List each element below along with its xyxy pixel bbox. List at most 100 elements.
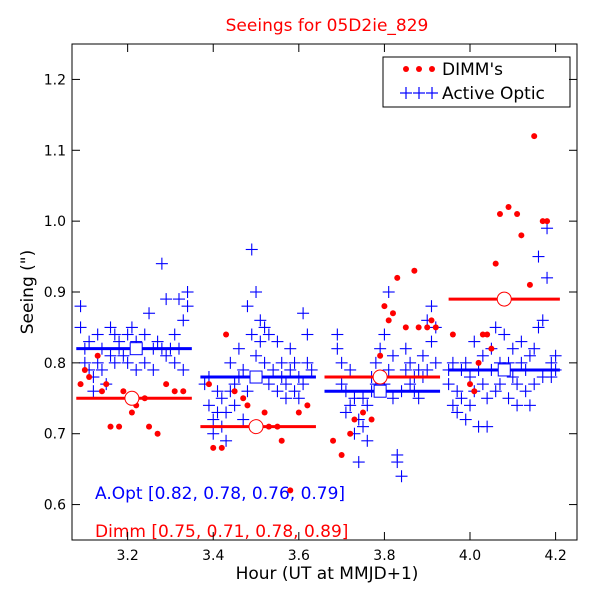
active-optic-point <box>262 328 275 341</box>
active-optic-point <box>108 356 121 369</box>
dimm-point <box>428 317 435 324</box>
active-optic-point <box>361 399 374 412</box>
active-optic-point <box>138 328 151 341</box>
y-tick-label: 0.8 <box>44 356 66 372</box>
active-optic-point <box>382 286 395 298</box>
active-optic-point <box>378 328 391 341</box>
annotation-dimm: Dimm [0.75, 0.71, 0.78, 0.89] <box>95 522 348 542</box>
active-optic-point <box>335 356 348 369</box>
active-optic-point <box>228 399 241 412</box>
dimm-point <box>496 211 503 218</box>
dimm-point <box>514 211 521 218</box>
x-tick-label: 3.2 <box>117 548 139 564</box>
dimm-point <box>351 416 358 423</box>
active-optic-point <box>528 342 541 355</box>
active-optic-point <box>416 349 429 362</box>
active-optic-point <box>288 385 301 398</box>
active-optic-point <box>361 434 374 447</box>
active-optic-point <box>532 250 545 263</box>
active-optic-point <box>404 378 417 391</box>
active-optic-point <box>250 286 263 298</box>
dimm-point <box>488 345 495 352</box>
dimm-point <box>128 409 135 416</box>
active-optic-point <box>498 328 511 341</box>
active-optic-point <box>335 378 348 391</box>
dimm-point <box>389 310 396 317</box>
active-optic-point <box>421 363 434 376</box>
active-optic-point <box>506 371 519 384</box>
dimm-point <box>432 324 439 331</box>
active-optic-point <box>258 321 271 334</box>
active-optic-point <box>91 328 104 341</box>
active-optic-point <box>545 371 558 384</box>
active-optic-mean-marker <box>497 363 511 377</box>
x-axis-label: Hour (UT at MMJD+1) <box>236 564 419 584</box>
active-optic-point <box>425 335 438 348</box>
dimm-point <box>146 423 153 430</box>
active-optic-point <box>515 335 528 348</box>
active-optic-point <box>130 363 143 376</box>
active-optic-point <box>160 293 173 306</box>
active-optic-point <box>237 363 250 376</box>
active-optic-point <box>254 335 267 348</box>
y-tick-label: 1.0 <box>44 214 66 230</box>
active-optic-point <box>220 406 233 419</box>
active-optic-point <box>344 363 357 376</box>
active-optic-point <box>95 363 108 376</box>
active-optic-point <box>177 363 190 376</box>
active-optic-point <box>536 314 549 327</box>
active-optic-point <box>468 335 481 348</box>
dimm-point <box>94 352 101 359</box>
active-optic-point <box>74 300 87 313</box>
active-optic-point <box>138 356 151 369</box>
active-optic-point <box>357 392 370 405</box>
active-optic-point <box>511 399 524 412</box>
active-optic-point <box>168 356 181 369</box>
active-optic-point <box>181 286 194 298</box>
dimm-point <box>330 437 337 444</box>
active-optic-point <box>489 321 502 334</box>
y-tick-label: 0.6 <box>44 498 66 514</box>
dimm-point <box>116 423 123 430</box>
active-optic-point <box>104 349 117 362</box>
active-optic-point <box>279 378 292 391</box>
active-optic-point <box>399 342 412 355</box>
legend: DIMM's Active Optic <box>382 56 571 108</box>
dimm-mean-marker <box>372 369 388 385</box>
plot-marks <box>74 133 562 494</box>
active-optic-point <box>121 328 134 341</box>
dimm-point <box>278 437 285 444</box>
active-optic-point <box>395 470 408 483</box>
active-optic-point <box>202 399 215 412</box>
active-optic-point <box>541 271 554 284</box>
active-optic-point <box>476 378 489 391</box>
dimm-point <box>385 317 392 324</box>
active-optic-point <box>481 420 494 433</box>
active-optic-point <box>331 328 344 341</box>
active-optic-point <box>451 406 464 419</box>
active-optic-mean-marker <box>249 370 263 384</box>
active-optic-point <box>245 243 258 256</box>
annotation-aopt: A.Opt [0.82, 0.78, 0.76, 0.79] <box>95 484 345 504</box>
active-optic-point <box>446 399 459 412</box>
active-optic-point <box>344 399 357 412</box>
dimm-point <box>526 281 533 288</box>
active-optic-point <box>404 356 417 369</box>
active-optic-point <box>168 328 181 341</box>
active-optic-point <box>155 257 168 270</box>
active-optic-point <box>271 385 284 398</box>
dimm-point <box>347 430 354 437</box>
active-optic-point <box>541 222 554 235</box>
active-optic-point <box>288 356 301 369</box>
active-optic-point <box>232 342 245 355</box>
dimm-point <box>231 388 238 395</box>
active-optic-point <box>215 392 228 405</box>
dimm-point <box>411 267 418 274</box>
active-optic-point <box>357 420 370 433</box>
active-optic-point <box>425 300 438 313</box>
dimm-point <box>240 395 247 402</box>
active-optic-point <box>481 392 494 405</box>
dimm-point <box>544 218 551 225</box>
legend-dimm-marker <box>403 66 409 72</box>
